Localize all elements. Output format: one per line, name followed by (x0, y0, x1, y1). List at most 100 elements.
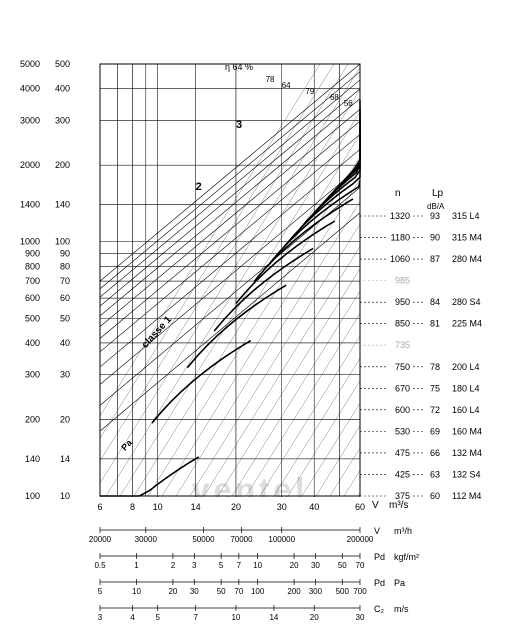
svg-text:20: 20 (231, 502, 241, 512)
svg-text:7: 7 (193, 613, 198, 622)
svg-text:670: 670 (395, 383, 410, 393)
svg-text:1320: 1320 (390, 211, 410, 221)
svg-text:20: 20 (310, 613, 319, 622)
svg-text:60: 60 (430, 491, 440, 501)
svg-text:100: 100 (25, 491, 40, 501)
svg-text:600: 600 (395, 405, 410, 415)
svg-text:75: 75 (430, 383, 440, 393)
svg-text:69: 69 (430, 426, 440, 436)
x-unit: m³/s (389, 500, 408, 511)
svg-text:90: 90 (60, 248, 70, 258)
svg-text:132 S4: 132 S4 (452, 469, 481, 479)
svg-text:63: 63 (430, 469, 440, 479)
svg-text:315 M4: 315 M4 (452, 233, 482, 243)
fan-curve-chart: 5000500400040030003002000200140014010001… (0, 0, 509, 633)
svg-text:30: 30 (60, 370, 70, 380)
svg-text:2: 2 (196, 181, 202, 193)
svg-text:10: 10 (231, 613, 240, 622)
svg-text:V: V (374, 526, 380, 536)
svg-text:68: 68 (330, 93, 339, 102)
svg-text:225 M4: 225 M4 (452, 319, 482, 329)
svg-text:93: 93 (430, 211, 440, 221)
svg-text:5: 5 (98, 587, 103, 596)
svg-text:66: 66 (430, 448, 440, 458)
svg-text:4: 4 (130, 613, 135, 622)
svg-text:2000: 2000 (20, 160, 40, 170)
svg-text:500: 500 (336, 587, 350, 596)
svg-text:400: 400 (55, 84, 70, 94)
svg-text:280 S4: 280 S4 (452, 297, 481, 307)
svg-text:50: 50 (217, 587, 226, 596)
svg-text:400: 400 (25, 338, 40, 348)
svg-text:6: 6 (97, 502, 102, 512)
svg-text:200000: 200000 (347, 535, 374, 544)
svg-text:m³/h: m³/h (394, 526, 412, 536)
svg-text:56: 56 (344, 99, 353, 108)
svg-text:14: 14 (269, 613, 278, 622)
svg-text:475: 475 (395, 448, 410, 458)
svg-text:800: 800 (25, 261, 40, 271)
svg-text:100: 100 (55, 237, 70, 247)
svg-text:72: 72 (430, 405, 440, 415)
svg-text:5: 5 (219, 561, 224, 570)
svg-text:40: 40 (309, 502, 319, 512)
svg-text:900: 900 (25, 248, 40, 258)
svg-text:20: 20 (60, 414, 70, 424)
svg-text:3000: 3000 (20, 115, 40, 125)
svg-text:950: 950 (395, 297, 410, 307)
svg-text:14: 14 (60, 454, 70, 464)
svg-text:79: 79 (305, 87, 314, 96)
svg-text:3: 3 (98, 613, 103, 622)
svg-text:425: 425 (395, 469, 410, 479)
svg-text:50000: 50000 (192, 535, 215, 544)
eta-label: η 64 % (225, 62, 253, 72)
svg-text:1060: 1060 (390, 254, 410, 264)
svg-text:10: 10 (132, 587, 141, 596)
svg-text:80: 80 (60, 261, 70, 271)
svg-text:985: 985 (395, 276, 410, 286)
svg-text:160 L4: 160 L4 (452, 405, 480, 415)
svg-text:100: 100 (251, 587, 265, 596)
svg-text:78: 78 (266, 75, 275, 84)
svg-text:20000: 20000 (89, 535, 112, 544)
svg-text:1180: 1180 (391, 233, 410, 243)
svg-text:78: 78 (430, 362, 440, 372)
svg-text:64: 64 (282, 81, 291, 90)
svg-text:20: 20 (290, 561, 299, 570)
svg-text:700: 700 (353, 587, 367, 596)
svg-text:70000: 70000 (230, 535, 253, 544)
svg-text:10: 10 (253, 561, 262, 570)
svg-text:Pd: Pd (374, 578, 385, 588)
svg-text:735: 735 (395, 340, 410, 350)
svg-text:kgf/m²: kgf/m² (394, 552, 419, 562)
svg-text:7: 7 (237, 561, 242, 570)
svg-text:2: 2 (171, 561, 176, 570)
svg-text:100000: 100000 (268, 535, 295, 544)
svg-text:300: 300 (309, 587, 323, 596)
table-subheader: dB/A (427, 202, 444, 211)
svg-text:112 M4: 112 M4 (452, 491, 481, 501)
svg-text:1400: 1400 (20, 200, 40, 210)
svg-text:84: 84 (430, 297, 440, 307)
svg-text:700: 700 (25, 276, 40, 286)
svg-text:20: 20 (168, 587, 177, 596)
svg-text:90: 90 (430, 233, 440, 243)
svg-text:600: 600 (25, 293, 40, 303)
svg-text:50: 50 (338, 561, 347, 570)
svg-text:70: 70 (356, 561, 365, 570)
svg-text:315 L4: 315 L4 (452, 211, 480, 221)
svg-text:5: 5 (155, 613, 160, 622)
svg-text:500: 500 (25, 313, 40, 323)
svg-text:1000: 1000 (20, 237, 40, 247)
svg-text:30: 30 (311, 561, 320, 570)
svg-text:180 L4: 180 L4 (452, 383, 480, 393)
table-header-n: n (395, 188, 401, 199)
svg-text:3: 3 (236, 119, 242, 131)
svg-text:70: 70 (60, 276, 70, 286)
table-header-lp: Lp (432, 188, 443, 199)
svg-text:30: 30 (190, 587, 199, 596)
svg-text:70: 70 (234, 587, 243, 596)
svg-text:530: 530 (395, 426, 410, 436)
svg-text:C₂: C₂ (374, 604, 384, 614)
svg-text:750: 750 (395, 362, 410, 372)
